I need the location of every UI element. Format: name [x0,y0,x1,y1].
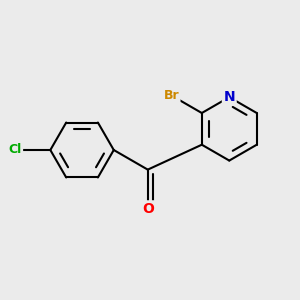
Text: O: O [142,202,154,216]
Text: Cl: Cl [8,143,22,157]
Text: N: N [224,90,235,104]
Text: Br: Br [164,89,179,102]
